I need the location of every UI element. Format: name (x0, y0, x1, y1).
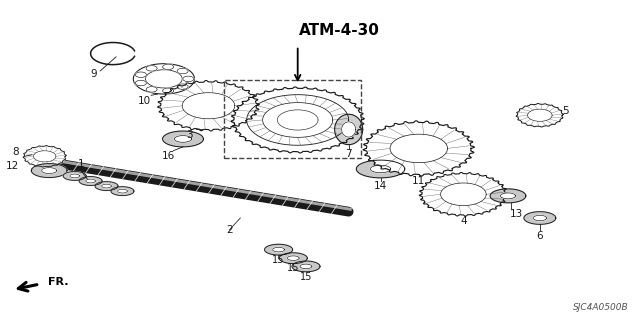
Polygon shape (371, 165, 390, 173)
Text: 16: 16 (162, 151, 175, 161)
Text: 7: 7 (346, 149, 352, 159)
Polygon shape (500, 193, 515, 199)
Polygon shape (111, 187, 134, 196)
Polygon shape (533, 215, 547, 221)
Text: 10: 10 (138, 95, 151, 106)
Polygon shape (79, 177, 102, 185)
Circle shape (177, 68, 188, 74)
Circle shape (146, 66, 157, 71)
Polygon shape (363, 121, 474, 176)
Text: 4: 4 (460, 216, 467, 226)
Text: 1: 1 (77, 160, 84, 169)
Polygon shape (342, 122, 356, 137)
Text: 15: 15 (300, 272, 312, 282)
Polygon shape (264, 244, 292, 255)
Polygon shape (86, 179, 95, 183)
Polygon shape (490, 189, 526, 203)
Text: 3: 3 (186, 130, 193, 140)
Polygon shape (163, 131, 204, 147)
Polygon shape (516, 103, 564, 127)
Text: ATM-4-30: ATM-4-30 (299, 23, 380, 38)
Circle shape (163, 64, 173, 70)
Circle shape (183, 76, 194, 82)
Polygon shape (31, 164, 67, 178)
Polygon shape (133, 64, 195, 94)
Text: 11: 11 (412, 176, 426, 186)
Text: 6: 6 (536, 231, 543, 241)
Text: 12: 12 (6, 161, 19, 171)
Polygon shape (273, 247, 284, 252)
Text: 15: 15 (273, 255, 285, 265)
Polygon shape (335, 114, 363, 145)
Polygon shape (524, 212, 556, 224)
Polygon shape (70, 174, 79, 178)
Circle shape (136, 80, 147, 86)
Polygon shape (175, 136, 191, 142)
Polygon shape (95, 182, 118, 190)
Polygon shape (279, 253, 307, 263)
Polygon shape (63, 172, 86, 180)
Polygon shape (42, 168, 57, 174)
Polygon shape (102, 184, 111, 188)
Text: 5: 5 (562, 106, 569, 116)
Text: 15: 15 (287, 263, 300, 273)
Polygon shape (23, 145, 67, 167)
Text: SJC4A0500B: SJC4A0500B (573, 303, 629, 312)
Text: 14: 14 (374, 181, 387, 191)
Circle shape (177, 84, 188, 89)
Polygon shape (231, 87, 364, 153)
Text: 2: 2 (226, 225, 233, 235)
Polygon shape (292, 261, 320, 272)
Polygon shape (118, 189, 127, 193)
Circle shape (136, 72, 147, 78)
Circle shape (163, 88, 173, 93)
Polygon shape (356, 160, 404, 178)
Polygon shape (419, 173, 508, 216)
Text: 8: 8 (13, 147, 19, 157)
Polygon shape (157, 80, 259, 131)
Text: FR.: FR. (48, 277, 68, 287)
Text: 13: 13 (509, 209, 523, 219)
Polygon shape (287, 256, 299, 260)
Text: 9: 9 (90, 69, 97, 79)
Circle shape (146, 87, 157, 92)
Polygon shape (300, 264, 312, 269)
